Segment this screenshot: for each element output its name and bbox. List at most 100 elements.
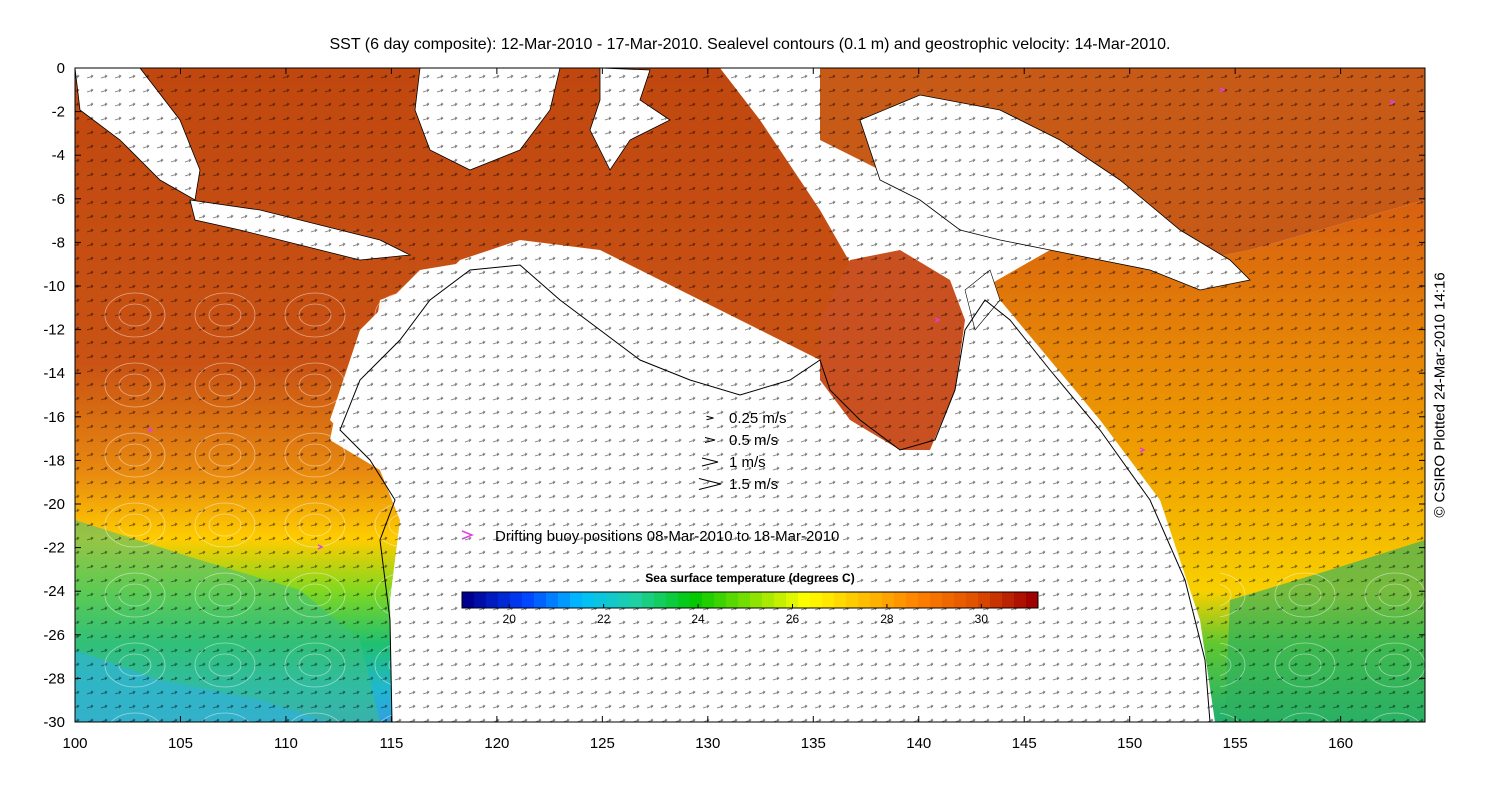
x-tick-label: 135 bbox=[801, 735, 826, 752]
y-tick-label: 0 bbox=[57, 60, 65, 77]
velocity-arrow-icon bbox=[698, 478, 722, 490]
y-tick-label: -30 bbox=[43, 714, 65, 731]
colorbar-cell bbox=[594, 592, 607, 608]
buoy-tracks bbox=[147, 87, 1396, 550]
colorbar-cell bbox=[1002, 592, 1015, 608]
credit-text: © CSIRO Plotted 24-Mar-2010 14:16 bbox=[1431, 272, 1449, 518]
colorbar-cell bbox=[462, 592, 475, 608]
y-tick-label: -20 bbox=[43, 496, 65, 513]
x-tick-label: 145 bbox=[1012, 735, 1037, 752]
colorbar-cell bbox=[978, 592, 991, 608]
x-tick-label: 130 bbox=[695, 735, 720, 752]
y-tick-label: -18 bbox=[43, 452, 65, 469]
y-tick-label: -14 bbox=[43, 365, 65, 382]
x-tick-label: 115 bbox=[379, 735, 403, 752]
buoy-legend-label: Drifting buoy positions 08-Mar-2010 to 1… bbox=[495, 528, 839, 545]
colorbar-cell bbox=[678, 592, 691, 608]
colorbar-cell bbox=[582, 592, 595, 608]
map-panel bbox=[75, 68, 1425, 722]
y-tick-label: -8 bbox=[52, 234, 65, 251]
colorbar-tick-label: 22 bbox=[597, 612, 611, 626]
colorbar-cell bbox=[930, 592, 943, 608]
colorbar: Sea surface temperature (degrees C) 20 22… bbox=[461, 571, 1039, 626]
x-tick-label: 160 bbox=[1328, 735, 1353, 752]
plot-frame bbox=[74, 67, 1426, 723]
y-tick-label: -24 bbox=[43, 583, 65, 600]
x-tick-label: 125 bbox=[590, 735, 615, 752]
x-tick-label: 155 bbox=[1223, 735, 1248, 752]
x-tick-label: 150 bbox=[1117, 735, 1142, 752]
velocity-legend-label: 1.5 m/s bbox=[729, 476, 778, 493]
y-tick-label: -2 bbox=[52, 104, 65, 121]
colorbar-cell bbox=[486, 592, 499, 608]
colorbar-cell bbox=[882, 592, 895, 608]
y-tick-label: -10 bbox=[43, 278, 65, 295]
sealevel-contours bbox=[75, 280, 405, 722]
colorbar-frame bbox=[461, 591, 1039, 609]
buoy-marker-icon bbox=[461, 530, 475, 540]
colorbar-cell bbox=[1014, 592, 1027, 608]
colorbar-cell bbox=[498, 592, 511, 608]
colorbar-cell bbox=[954, 592, 967, 608]
colorbar-tick-label: 24 bbox=[691, 612, 705, 626]
x-tick-label: 140 bbox=[906, 735, 931, 752]
colorbar-cell bbox=[714, 592, 727, 608]
colorbar-cell bbox=[522, 592, 535, 608]
colorbar-cell bbox=[546, 592, 559, 608]
colorbar-cells bbox=[462, 592, 1039, 608]
colorbar-cell bbox=[642, 592, 655, 608]
x-axis: 100 105 110 115 120 125 130 135 140 145 150 155 160 bbox=[62, 68, 1353, 752]
colorbar-cell bbox=[810, 592, 823, 608]
colorbar-cell bbox=[966, 592, 979, 608]
colorbar-cell bbox=[570, 592, 583, 608]
colorbar-tick-label: 20 bbox=[503, 612, 517, 626]
velocity-arrow-icon bbox=[701, 457, 719, 467]
colorbar-cell bbox=[894, 592, 907, 608]
y-tick-label: -28 bbox=[43, 670, 65, 687]
colorbar-cell bbox=[786, 592, 799, 608]
colorbar-ticks: 20 22 24 26 28 30 bbox=[503, 604, 989, 626]
colorbar-cell bbox=[606, 592, 619, 608]
colorbar-tick-label: 28 bbox=[880, 612, 894, 626]
velocity-legend-label: 0.25 m/s bbox=[729, 410, 787, 427]
colorbar-cell bbox=[918, 592, 931, 608]
colorbar-tick-label: 30 bbox=[975, 612, 989, 626]
colorbar-cell bbox=[870, 592, 883, 608]
velocity-legend-label: 0.5 m/s bbox=[729, 432, 778, 449]
colorbar-cell bbox=[1026, 592, 1039, 608]
colorbar-title: Sea surface temperature (degrees C) bbox=[645, 571, 854, 585]
y-axis: 0 -2 -4 -6 -8 -10 -12 -14 -16 -18 -20 -22 -24 -26 -28 -… bbox=[43, 60, 1425, 731]
map-title: SST (6 day composite): 12-Mar-2010 - 17-… bbox=[329, 36, 1171, 53]
y-tick-label: -6 bbox=[52, 191, 65, 208]
colorbar-cell bbox=[738, 592, 751, 608]
colorbar-cell bbox=[858, 592, 871, 608]
colorbar-cell bbox=[942, 592, 955, 608]
colorbar-tick-label: 26 bbox=[786, 612, 800, 626]
colorbar-cell bbox=[534, 592, 547, 608]
australia-coastline bbox=[339, 264, 1211, 722]
y-tick-label: -22 bbox=[43, 540, 65, 557]
colorbar-cell bbox=[906, 592, 919, 608]
y-tick-label: -12 bbox=[43, 322, 65, 339]
colorbar-cell bbox=[654, 592, 667, 608]
y-tick-label: -4 bbox=[52, 147, 65, 164]
sealevel-contours-east bbox=[1220, 560, 1425, 722]
colorbar-cell bbox=[690, 592, 703, 608]
colorbar-cell bbox=[990, 592, 1003, 608]
y-tick-label: -26 bbox=[43, 627, 65, 644]
colorbar-cell bbox=[558, 592, 571, 608]
colorbar-cell bbox=[834, 592, 847, 608]
colorbar-cell bbox=[822, 592, 835, 608]
colorbar-cell bbox=[774, 592, 787, 608]
colorbar-cell bbox=[726, 592, 739, 608]
colorbar-cell bbox=[702, 592, 715, 608]
buoy-legend: Drifting buoy positions 08-Mar-2010 to 1… bbox=[461, 528, 839, 545]
y-tick-label: -16 bbox=[43, 409, 65, 426]
colorbar-cell bbox=[666, 592, 679, 608]
colorbar-cell bbox=[474, 592, 487, 608]
x-tick-label: 100 bbox=[62, 735, 87, 752]
colorbar-cell bbox=[510, 592, 523, 608]
velocity-legend: 0.25 m/s 0.5 m/s 1 m/s 1.5 m/s bbox=[698, 410, 787, 493]
colorbar-cell bbox=[618, 592, 631, 608]
